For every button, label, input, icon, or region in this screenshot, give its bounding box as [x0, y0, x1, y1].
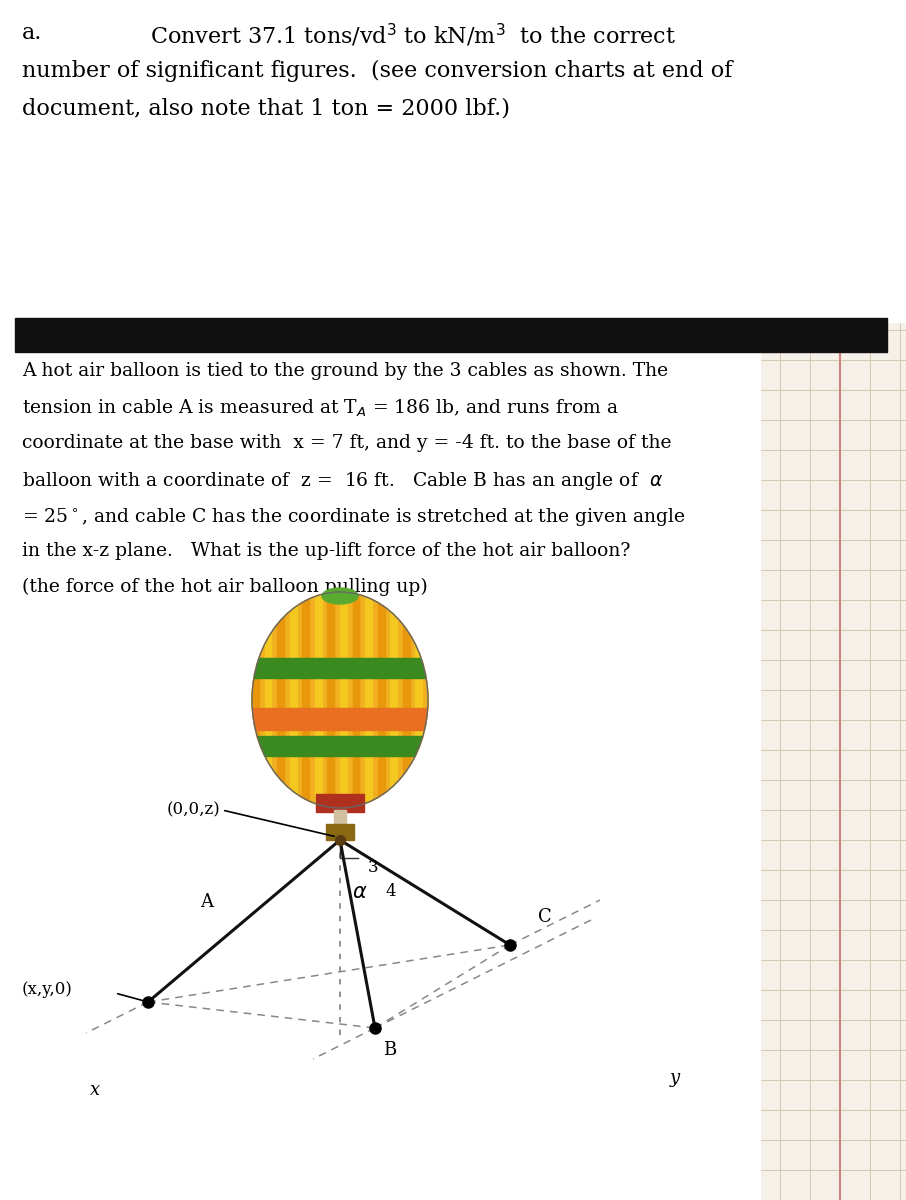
Text: coordinate at the base with  x = 7 ft, and y = -4 ft. to the base of the: coordinate at the base with x = 7 ft, an… — [22, 434, 671, 452]
Bar — [316, 794, 364, 812]
Bar — [265, 590, 272, 810]
Bar — [250, 736, 430, 756]
Text: number of significant figures.  (see conversion charts at end of: number of significant figures. (see conv… — [22, 60, 732, 82]
Bar — [352, 590, 360, 810]
Bar — [378, 590, 385, 810]
Bar — [315, 590, 322, 810]
Text: tension in cable A is measured at T$_A$ = 186 lb, and runs from a: tension in cable A is measured at T$_A$ … — [22, 398, 619, 419]
Bar — [303, 590, 309, 810]
Text: (x,y,0): (x,y,0) — [22, 982, 72, 998]
Bar — [277, 590, 284, 810]
Text: a.: a. — [22, 22, 43, 44]
Text: A hot air balloon is tied to the ground by the 3 cables as shown. The: A hot air balloon is tied to the ground … — [22, 362, 668, 380]
Text: x: x — [90, 1081, 101, 1099]
Bar — [290, 590, 296, 810]
Bar — [416, 590, 422, 810]
Text: 3: 3 — [368, 859, 379, 876]
Text: $\alpha$: $\alpha$ — [352, 882, 368, 901]
Bar — [0, 322, 760, 1200]
Bar — [334, 810, 346, 826]
Bar — [403, 590, 410, 810]
Bar — [327, 590, 334, 810]
Text: = 25$^\circ$, and cable C has the coordinate is stretched at the given angle: = 25$^\circ$, and cable C has the coordi… — [22, 506, 686, 528]
Bar — [365, 590, 372, 810]
Bar — [250, 708, 430, 730]
Bar — [340, 590, 347, 810]
Text: B: B — [383, 1040, 396, 1058]
Text: Convert 37.1 tons/vd$^3$ to kN/m$^3$  to the correct: Convert 37.1 tons/vd$^3$ to kN/m$^3$ to … — [150, 22, 676, 49]
Text: balloon with a coordinate of  z =  16 ft.   Cable B has an angle of  $\alpha$: balloon with a coordinate of z = 16 ft. … — [22, 470, 663, 492]
Text: A: A — [200, 893, 213, 911]
FancyBboxPatch shape — [326, 824, 354, 840]
Bar — [0, 0, 906, 322]
Bar — [252, 590, 259, 810]
Text: 4: 4 — [385, 883, 396, 900]
Text: in the x-z plane.   What is the up-lift force of the hot air balloon?: in the x-z plane. What is the up-lift fo… — [22, 542, 631, 560]
Bar — [250, 658, 430, 678]
Text: (the force of the hot air balloon pulling up): (the force of the hot air balloon pullin… — [22, 578, 428, 596]
Text: document, also note that 1 ton = 2000 lbf.): document, also note that 1 ton = 2000 lb… — [22, 98, 510, 120]
Bar — [390, 590, 397, 810]
Ellipse shape — [322, 588, 358, 604]
Ellipse shape — [252, 592, 428, 808]
Bar — [15, 318, 887, 352]
Ellipse shape — [252, 592, 428, 808]
Text: C: C — [538, 908, 552, 926]
Text: y: y — [670, 1069, 680, 1087]
Text: (0,0,z): (0,0,z) — [166, 802, 220, 818]
